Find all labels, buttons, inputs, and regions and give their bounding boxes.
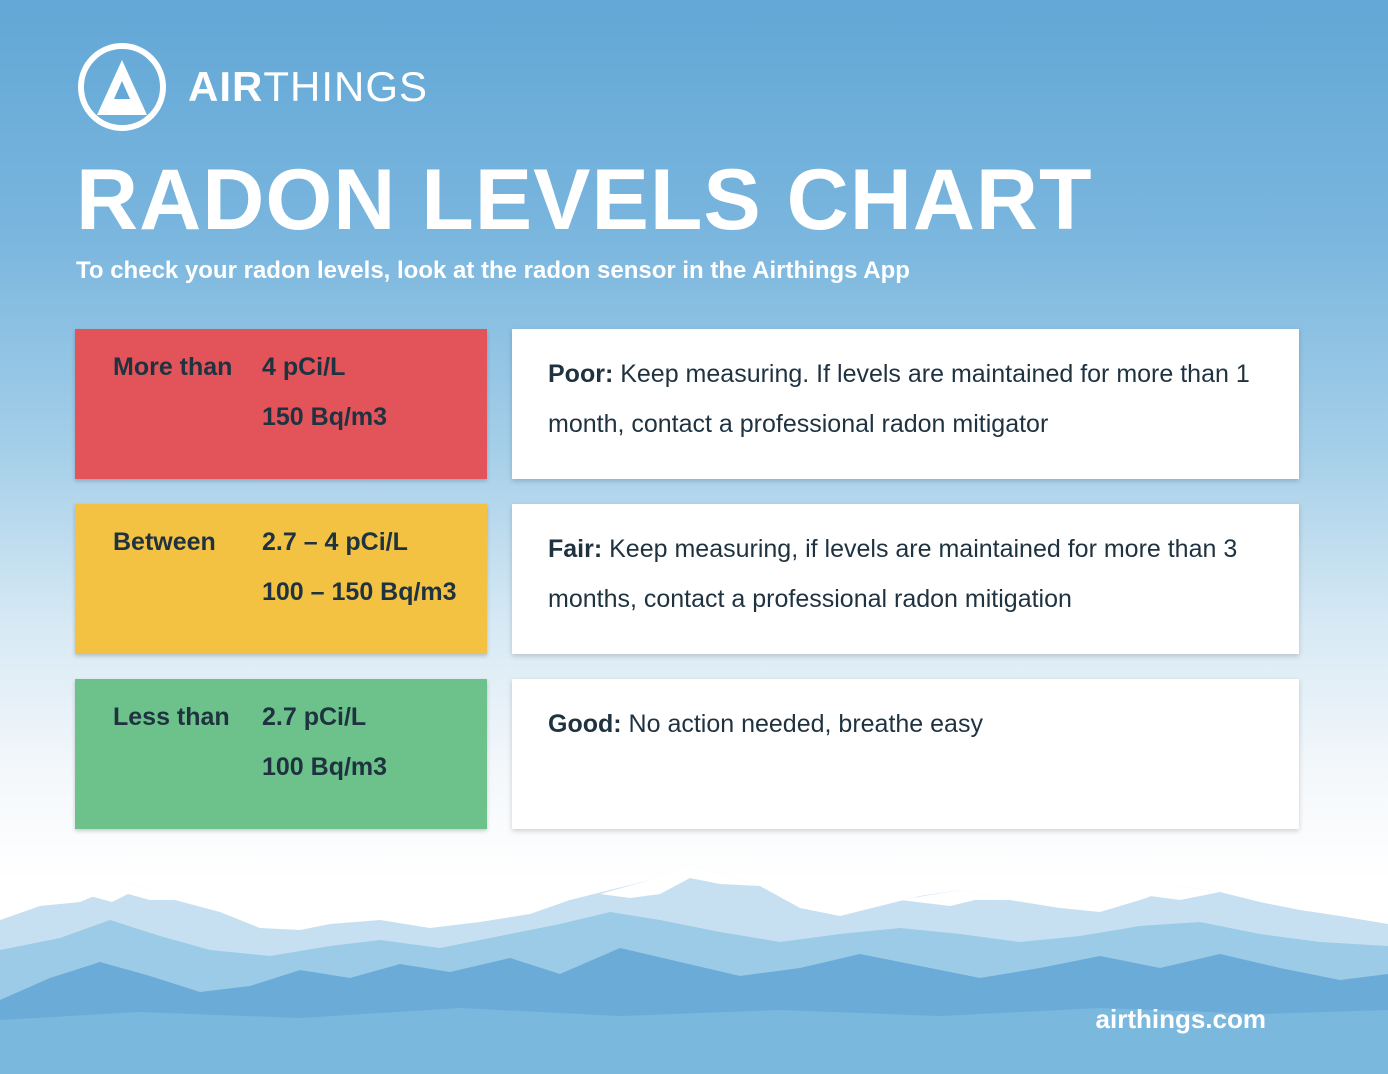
brand-wordmark: AIRTHINGS bbox=[188, 66, 428, 108]
level-value-pci: 4 pCi/L bbox=[262, 353, 346, 381]
brand-name-light: THINGS bbox=[263, 63, 429, 110]
level-value-bq: 100 – 150 Bq/m3 bbox=[262, 578, 457, 606]
level-rating: Fair: bbox=[548, 535, 603, 563]
level-advice: Keep measuring, if levels are maintained… bbox=[548, 535, 1238, 613]
level-advice: No action needed, breathe easy bbox=[621, 710, 983, 738]
mountains-illustration bbox=[0, 864, 1388, 1074]
level-poor-range: More than 4 pCi/L 150 Bq/m3 bbox=[75, 329, 487, 479]
level-comparator: Less than bbox=[113, 703, 230, 731]
level-poor-description: Poor: Keep measuring. If levels are main… bbox=[512, 329, 1299, 479]
page-title: RADON LEVELS CHART bbox=[76, 152, 1093, 248]
level-value-bq: 150 Bq/m3 bbox=[262, 403, 388, 431]
level-comparator: Between bbox=[113, 528, 216, 556]
brand-logo: AIRTHINGS bbox=[78, 43, 428, 131]
level-advice: Keep measuring. If levels are maintained… bbox=[548, 360, 1250, 438]
level-good-description: Good: No action needed, breathe easy bbox=[512, 679, 1299, 829]
page-subtitle: To check your radon levels, look at the … bbox=[76, 257, 910, 284]
level-value-pci: 2.7 – 4 pCi/L bbox=[262, 528, 408, 556]
level-rating: Good: bbox=[548, 710, 622, 738]
footer-url[interactable]: airthings.com bbox=[1095, 1004, 1266, 1034]
level-rating: Poor: bbox=[548, 360, 614, 388]
level-fair-description: Fair: Keep measuring, if levels are main… bbox=[512, 504, 1299, 654]
level-good-range: Less than 2.7 pCi/L 100 Bq/m3 bbox=[75, 679, 487, 829]
level-comparator: More than bbox=[113, 353, 233, 381]
level-value-pci: 2.7 pCi/L bbox=[262, 703, 367, 731]
level-value-bq: 100 Bq/m3 bbox=[262, 753, 388, 781]
airthings-a-logo-icon bbox=[78, 43, 166, 131]
level-fair-range: Between 2.7 – 4 pCi/L 100 – 150 Bq/m3 bbox=[75, 504, 487, 654]
brand-name-bold: AIR bbox=[188, 63, 264, 110]
